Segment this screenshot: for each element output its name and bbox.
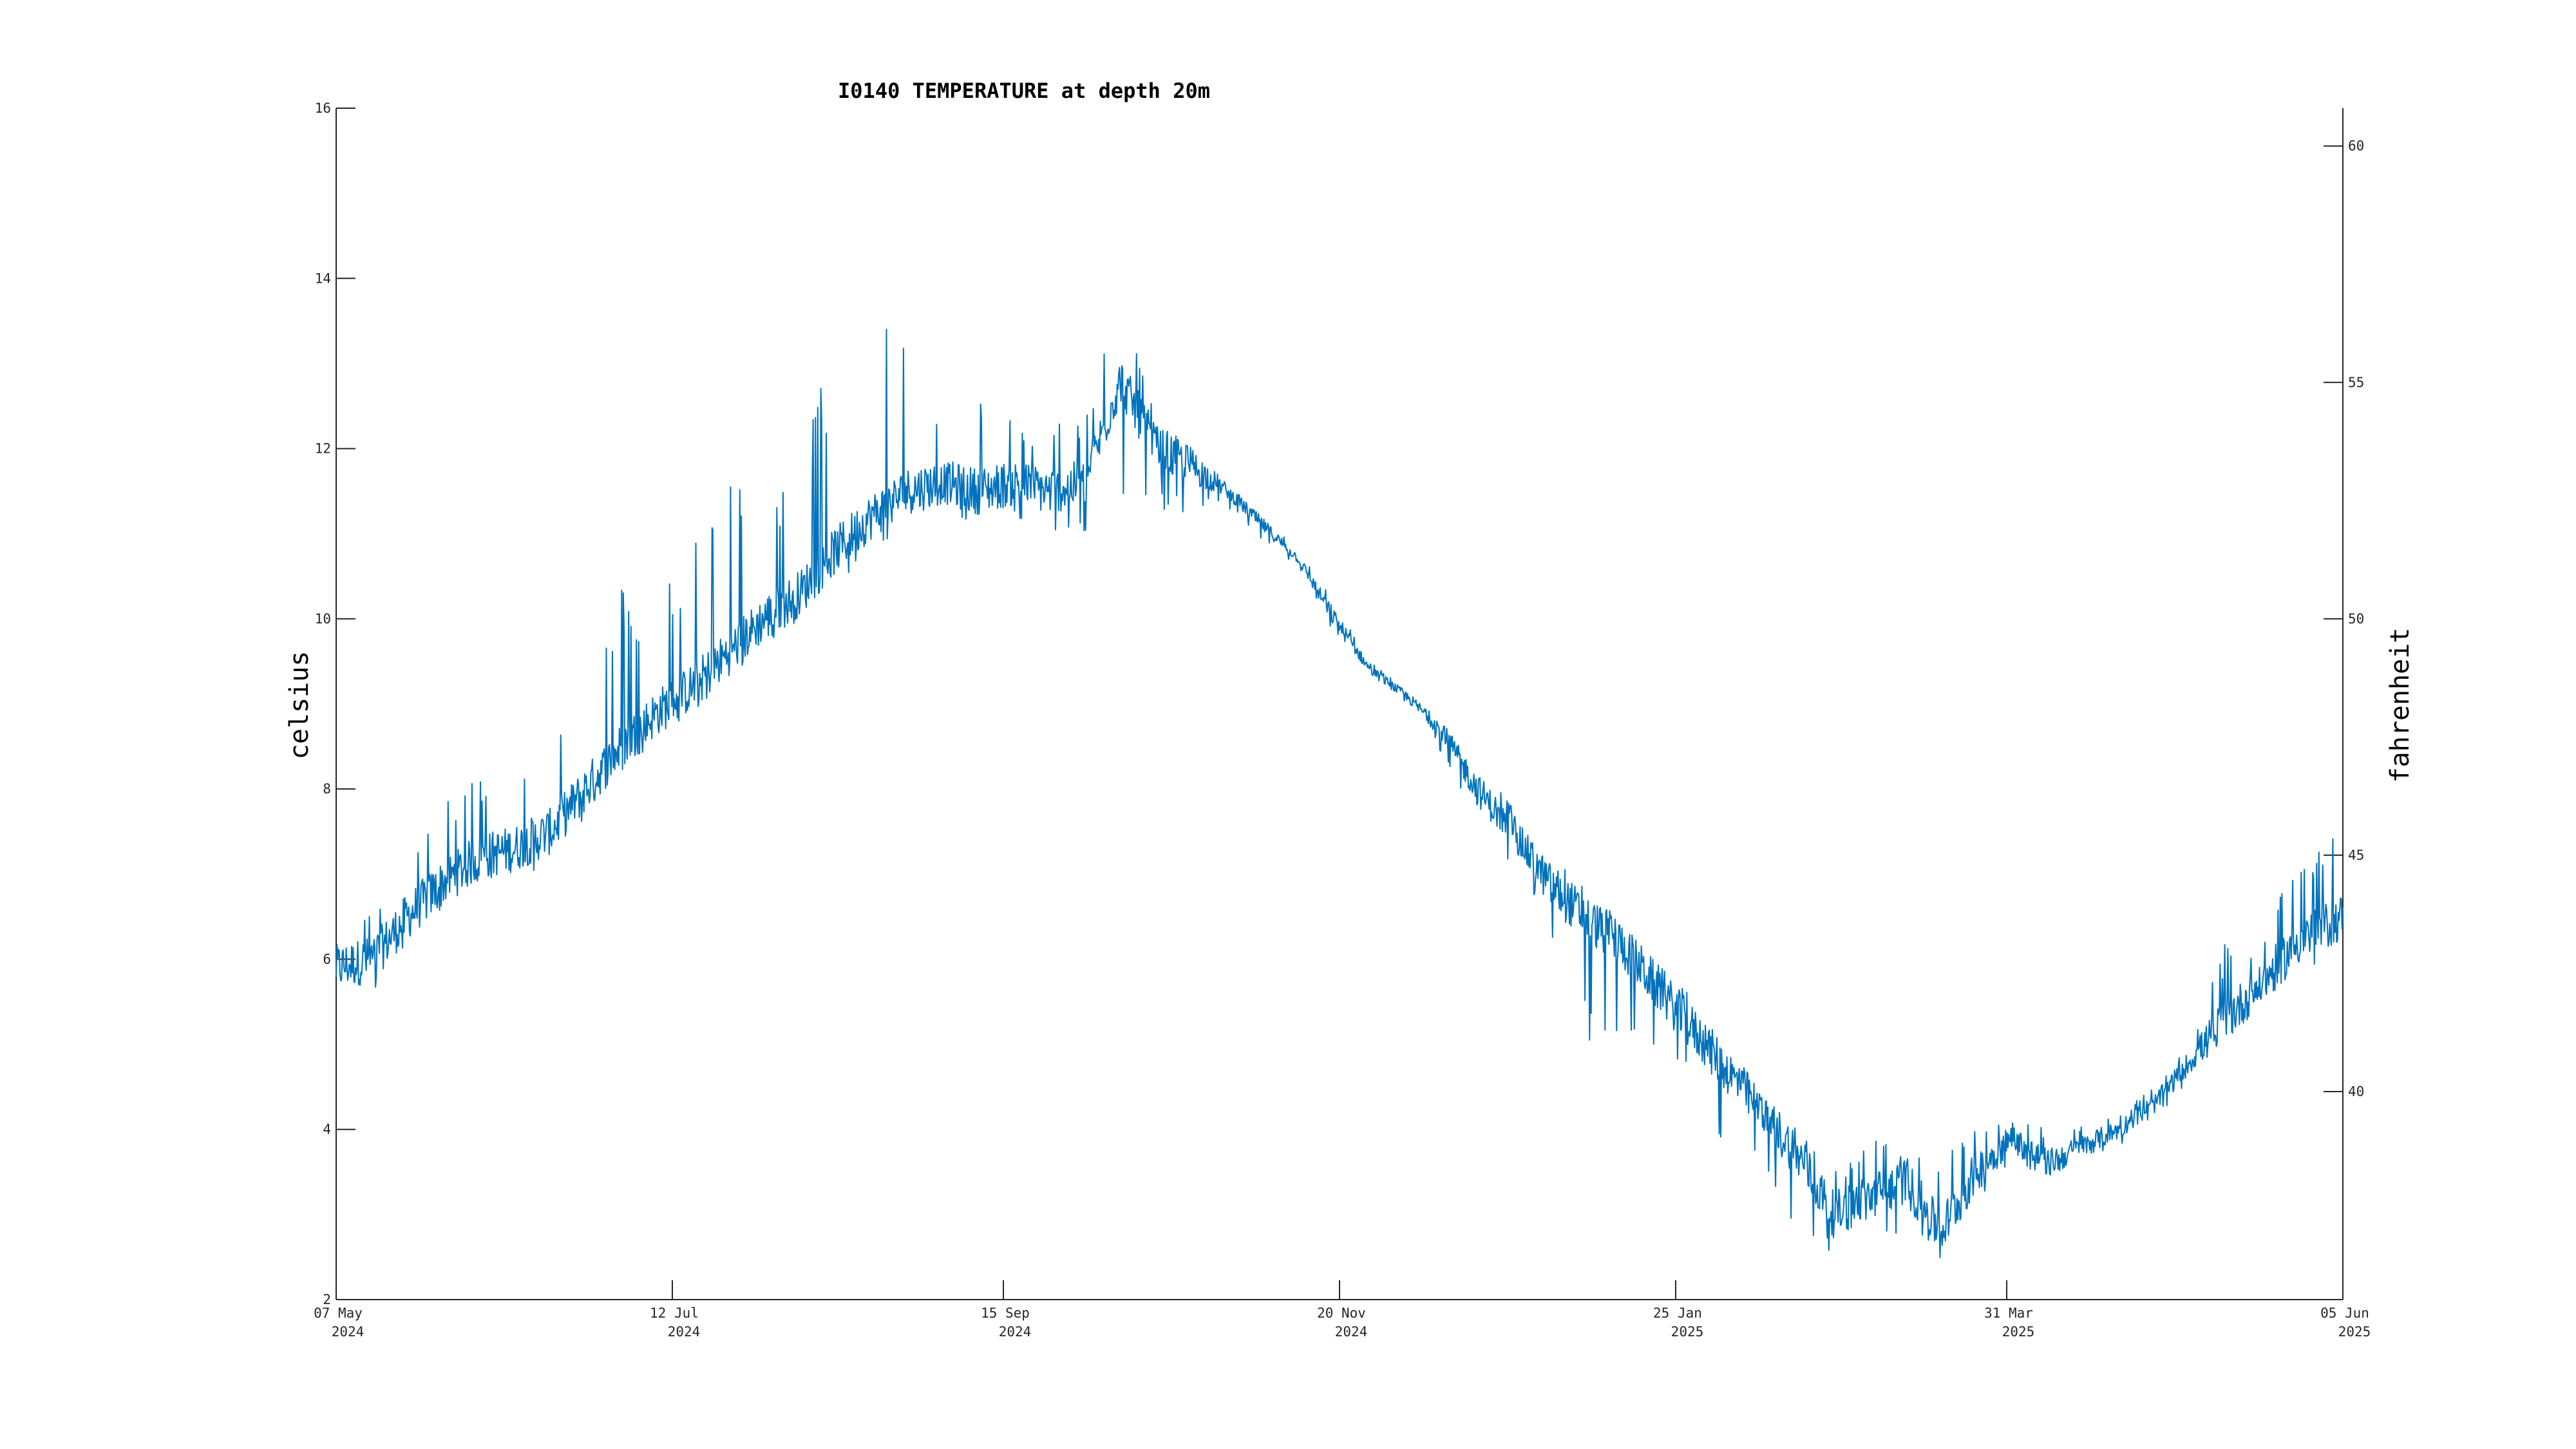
y-tick-label-left: 4 [323, 1122, 331, 1137]
x-tick-label-date: 31 Mar [1984, 1305, 2033, 1321]
y-tick-label-left: 2 [323, 1292, 331, 1307]
y-tick-label-left: 16 [315, 100, 331, 116]
axes: 2 4 6 8 10 12 14 16 40 45 50 55 60 07 May 2024 12 Jul 20… [314, 100, 2371, 1340]
x-tick-label-date: 05 Jun [2320, 1305, 2369, 1321]
y-axis-label-fahrenheit: fahrenheit [2385, 628, 2415, 783]
y-tick-label-right: 60 [2348, 138, 2364, 154]
x-tick-label-year: 2025 [2338, 1324, 2371, 1340]
x-tick-label-year: 2024 [1335, 1324, 1368, 1340]
y-tick-label-left: 10 [315, 611, 331, 627]
x-tick-label-year: 2024 [332, 1324, 365, 1340]
x-tick-label-year: 2024 [999, 1324, 1032, 1340]
x-tick-label-date: 20 Nov [1317, 1305, 1366, 1321]
x-tick-label-year: 2025 [2002, 1324, 2035, 1340]
x-tick-label-date: 12 Jul [650, 1305, 699, 1321]
x-tick-label-year: 2025 [1671, 1324, 1704, 1340]
y-tick-label-left: 6 [323, 951, 331, 967]
temperature-series-line [336, 328, 2344, 1258]
y-tick-label-left: 12 [315, 441, 331, 457]
y-tick-label-left: 8 [323, 781, 331, 797]
x-tick-label-date: 15 Sep [981, 1305, 1030, 1321]
y-tick-label-right: 40 [2348, 1084, 2364, 1099]
x-tick-label-date: 25 Jan [1653, 1305, 1702, 1321]
chart-title: I0140 TEMPERATURE at depth 20m [838, 79, 1210, 103]
x-tick-label-year: 2024 [668, 1324, 701, 1340]
plot-area [336, 328, 2344, 1258]
y-axis-label-celsius: celsius [285, 651, 314, 760]
y-tick-label-right: 50 [2348, 611, 2364, 627]
x-tick-label-date: 07 May [314, 1305, 363, 1321]
y-tick-label-left: 14 [315, 270, 331, 286]
y-tick-label-right: 45 [2348, 848, 2364, 863]
y-tick-label-right: 55 [2348, 375, 2364, 390]
